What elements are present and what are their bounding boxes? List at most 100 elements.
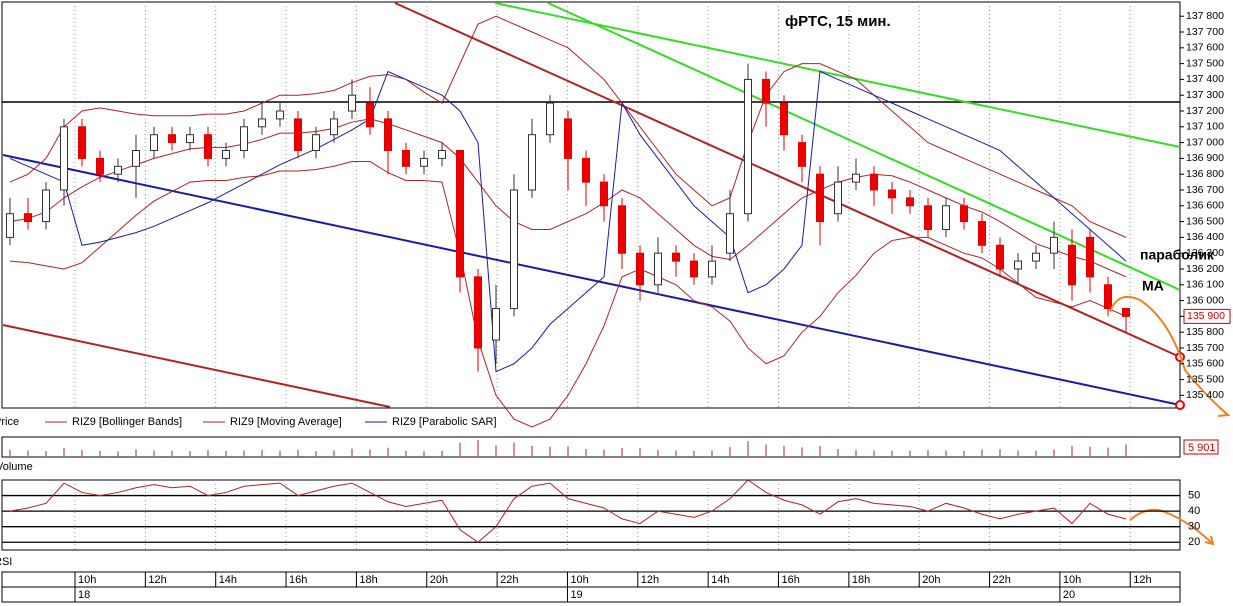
candle-body: [1122, 307, 1130, 317]
candle-body: [312, 134, 320, 151]
x-tick-label: 12h: [1133, 574, 1151, 586]
date-label: 19: [570, 589, 582, 601]
rsi-line: [9, 479, 1127, 543]
y-tick-label: 136 200: [1186, 263, 1224, 275]
legend-item: RIZ9 [Moving Average]: [230, 416, 342, 428]
candle-body: [276, 110, 284, 120]
y-tick-label: 137 000: [1186, 136, 1224, 148]
candle-body: [60, 126, 68, 191]
candle-body: [726, 213, 734, 254]
legend-item: Price: [0, 416, 19, 428]
parabolic-sar: [9, 70, 1127, 373]
last-price-box: [1183, 308, 1231, 324]
candle-body: [600, 181, 608, 207]
candle-body: [744, 78, 752, 215]
x-tick-label: 20h: [430, 574, 448, 586]
x-tick-label: 22h: [500, 574, 518, 586]
x-tick-label: 14h: [219, 574, 237, 586]
y-tick-label: 135 400: [1186, 389, 1224, 401]
moving-average: [9, 118, 1127, 278]
candle-body: [78, 126, 86, 159]
forecast-arrow: [1109, 296, 1229, 416]
y-tick-label: 137 600: [1186, 42, 1224, 54]
legend-item: RIZ9 [Bollinger Bands]: [72, 416, 182, 428]
trend-line: [2, 154, 1181, 406]
line-end: [1175, 400, 1185, 410]
legend-item: RIZ9 [Parabolic SAR]: [392, 416, 497, 428]
candle-body: [1068, 244, 1076, 286]
candle-body: [1032, 252, 1040, 262]
price-panel: [1, 1, 1181, 409]
candle-body: [474, 276, 482, 349]
y-tick-label: 137 200: [1186, 105, 1224, 117]
rsi-tick-label: 50: [1188, 489, 1200, 501]
candle-body: [492, 307, 500, 341]
candle-body: [258, 118, 266, 128]
panel-label: Volume: [0, 461, 33, 473]
candle-body: [582, 157, 590, 183]
rsi-tick-label: 40: [1188, 505, 1200, 517]
trend-line: [394, 2, 1181, 358]
bollinger-upper: [9, 15, 1127, 238]
chart-title: фРТС, 15 мин.: [785, 13, 891, 30]
y-tick-label: 135 800: [1186, 326, 1224, 338]
annotation: МА: [1142, 278, 1164, 294]
candle-body: [204, 134, 212, 159]
candle-body: [816, 173, 824, 223]
trend-line: [2, 324, 391, 408]
candle-body: [1050, 236, 1058, 254]
candle-body: [438, 149, 446, 159]
candle-body: [222, 149, 230, 159]
x-tick-label: 20h: [922, 574, 940, 586]
y-tick-label: 136 700: [1186, 184, 1224, 196]
candle-body: [42, 189, 50, 223]
candle-body: [834, 181, 842, 215]
y-tick-label: 136 900: [1186, 152, 1224, 164]
last-price: 135 900: [1187, 310, 1225, 322]
candle-body: [690, 260, 698, 278]
candle-body: [1014, 260, 1022, 270]
candle-body: [510, 189, 518, 309]
candle-body: [24, 213, 32, 223]
candle-body: [564, 118, 572, 159]
y-tick-label: 137 500: [1186, 57, 1224, 69]
candle-body: [384, 118, 392, 151]
candle-body: [672, 252, 680, 262]
candle-body: [6, 213, 14, 238]
candle-body: [150, 134, 158, 151]
y-tick-label: 136 100: [1186, 279, 1224, 291]
y-tick-label: 136 400: [1186, 231, 1224, 243]
y-tick-label: 136 300: [1186, 247, 1224, 259]
date-label: 20: [1063, 589, 1075, 601]
x-tick-label: 10h: [1063, 574, 1081, 586]
trend-line: [494, 2, 1181, 148]
candle-body: [852, 173, 860, 183]
candle-body: [1104, 284, 1112, 309]
arrow-head: [1204, 535, 1215, 546]
candle-body: [762, 78, 770, 104]
candle-body: [528, 134, 536, 191]
y-tick-label: 136 500: [1186, 215, 1224, 227]
rsi-tick-label: 20: [1188, 536, 1200, 548]
x-tick-label: 14h: [711, 574, 729, 586]
y-tick-label: 135 600: [1186, 358, 1224, 370]
y-tick-label: 135 700: [1186, 342, 1224, 354]
y-tick-label: 136 600: [1186, 200, 1224, 212]
candle-body: [96, 157, 104, 175]
x-tick-label: 16h: [782, 574, 800, 586]
candle-body: [366, 102, 374, 128]
candle-body: [798, 142, 806, 167]
candle-body: [942, 205, 950, 230]
y-tick-label: 137 700: [1186, 26, 1224, 38]
annotation: параболик: [1140, 247, 1215, 263]
candle-body: [114, 165, 122, 175]
x-tick-label: 18h: [852, 574, 870, 586]
candle-body: [456, 149, 464, 278]
candle-body: [294, 118, 302, 151]
arrow-head: [1217, 407, 1231, 417]
candle-body: [168, 134, 176, 144]
candle-body: [618, 205, 626, 254]
candle-body: [402, 149, 410, 167]
x-tick-label: 16h: [289, 574, 307, 586]
